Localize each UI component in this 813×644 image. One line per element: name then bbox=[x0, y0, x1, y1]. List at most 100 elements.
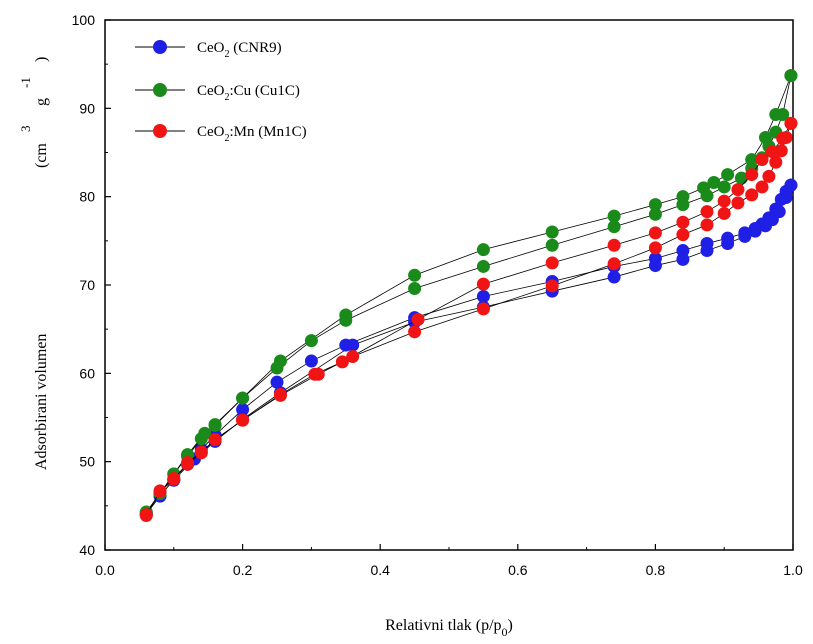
series-line-desorption bbox=[145, 75, 792, 513]
data-point bbox=[697, 181, 711, 195]
data-point bbox=[648, 207, 662, 221]
data-point bbox=[153, 485, 167, 499]
data-point bbox=[607, 220, 621, 234]
x-tick-label: 0.0 bbox=[95, 562, 115, 578]
y-tick-label: 100 bbox=[72, 12, 96, 28]
series-line-desorption bbox=[145, 185, 792, 515]
data-point bbox=[676, 252, 690, 266]
data-point bbox=[273, 388, 287, 402]
data-point bbox=[762, 169, 776, 183]
y-tick-label: 40 bbox=[79, 542, 95, 558]
data-point bbox=[607, 238, 621, 252]
plot-area-frame bbox=[104, 19, 794, 551]
series-cnr9 bbox=[139, 178, 798, 522]
legend-label-cu1c: CeO2:Cu (Cu1C) bbox=[197, 83, 300, 103]
y-tick-label: 70 bbox=[79, 277, 95, 293]
data-point bbox=[784, 69, 798, 83]
data-point bbox=[731, 196, 745, 210]
y-axis-unit: (cm 3 g -1 ) bbox=[18, 57, 50, 168]
x-tick-label: 0.2 bbox=[233, 562, 253, 578]
y-unit-sup: 3 bbox=[18, 126, 33, 133]
x-axis-ticks: 0.0 0.2 0.4 0.6 0.8 1.0 bbox=[95, 544, 803, 578]
data-point bbox=[308, 367, 322, 381]
y-unit-g: g bbox=[33, 98, 50, 106]
data-point bbox=[731, 183, 745, 197]
data-point bbox=[700, 218, 714, 232]
data-point bbox=[139, 508, 153, 522]
data-point bbox=[748, 224, 762, 238]
y-axis-ticks: 40 50 60 70 80 90 100 bbox=[72, 12, 111, 558]
legend-item-cu1c: CeO2:Cu (Cu1C) bbox=[135, 83, 300, 103]
data-point bbox=[776, 131, 790, 145]
data-point bbox=[758, 130, 772, 144]
x-tick-label: 0.4 bbox=[370, 562, 390, 578]
data-point bbox=[304, 334, 318, 348]
data-point bbox=[273, 354, 287, 368]
y-unit-open: (cm bbox=[33, 143, 50, 168]
data-point bbox=[545, 279, 559, 293]
y-axis-label: Adsorbirani volumen bbox=[33, 334, 50, 470]
data-point bbox=[476, 243, 490, 257]
data-point bbox=[304, 354, 318, 368]
data-point bbox=[545, 238, 559, 252]
legend: CeO2 (CNR9) CeO2:Cu (Cu1C) CeO2:Mn (Mn1C… bbox=[135, 40, 307, 144]
data-point bbox=[411, 312, 425, 326]
y-tick-label: 80 bbox=[79, 189, 95, 205]
data-point bbox=[717, 194, 731, 208]
data-point bbox=[408, 325, 422, 339]
legend-label-mn1c: CeO2:Mn (Mn1C) bbox=[197, 124, 307, 144]
data-point bbox=[476, 302, 490, 316]
data-point bbox=[346, 338, 360, 352]
data-point bbox=[208, 433, 222, 447]
data-point bbox=[335, 355, 349, 369]
data-point bbox=[784, 178, 798, 192]
x-axis-label: Relativni tlak (p/p0) bbox=[385, 617, 513, 639]
data-point bbox=[721, 236, 735, 250]
data-point bbox=[648, 241, 662, 255]
data-point bbox=[208, 418, 222, 432]
data-point bbox=[676, 190, 690, 204]
data-point bbox=[607, 257, 621, 271]
data-point bbox=[755, 180, 769, 194]
data-point bbox=[765, 145, 779, 159]
data-point bbox=[545, 256, 559, 270]
x-tick-label: 1.0 bbox=[783, 562, 803, 578]
legend-marker bbox=[153, 83, 167, 97]
legend-item-mn1c: CeO2:Mn (Mn1C) bbox=[135, 124, 307, 144]
legend-marker bbox=[153, 124, 167, 138]
data-point bbox=[236, 403, 250, 417]
data-point bbox=[700, 244, 714, 258]
series-mn1c bbox=[139, 116, 798, 523]
y-tick-label: 90 bbox=[79, 100, 95, 116]
data-point bbox=[721, 168, 735, 182]
y-unit-exp: -1 bbox=[18, 77, 33, 88]
data-point bbox=[181, 456, 195, 470]
data-point bbox=[700, 205, 714, 219]
data-point bbox=[758, 219, 772, 233]
data-point bbox=[769, 108, 783, 122]
data-point bbox=[779, 191, 793, 205]
data-point bbox=[346, 350, 360, 364]
x-tick-label: 0.8 bbox=[646, 562, 666, 578]
y-tick-label: 50 bbox=[79, 454, 95, 470]
legend-item-cnr9: CeO2 (CNR9) bbox=[135, 40, 282, 60]
data-point bbox=[408, 268, 422, 282]
data-point bbox=[607, 270, 621, 284]
legend-label-cnr9: CeO2 (CNR9) bbox=[197, 40, 282, 60]
data-point bbox=[648, 259, 662, 273]
data-point bbox=[476, 289, 490, 303]
data-point bbox=[745, 168, 759, 182]
data-point bbox=[198, 426, 212, 440]
data-point bbox=[167, 472, 181, 486]
data-point bbox=[745, 188, 759, 202]
data-point bbox=[745, 153, 759, 167]
series-line-adsorption bbox=[145, 123, 792, 516]
data-point bbox=[607, 209, 621, 223]
data-point bbox=[676, 215, 690, 229]
data-point bbox=[784, 116, 798, 130]
data-point bbox=[738, 229, 752, 243]
data-point bbox=[717, 206, 731, 220]
series-line-adsorption bbox=[145, 75, 792, 514]
data-point bbox=[236, 413, 250, 427]
